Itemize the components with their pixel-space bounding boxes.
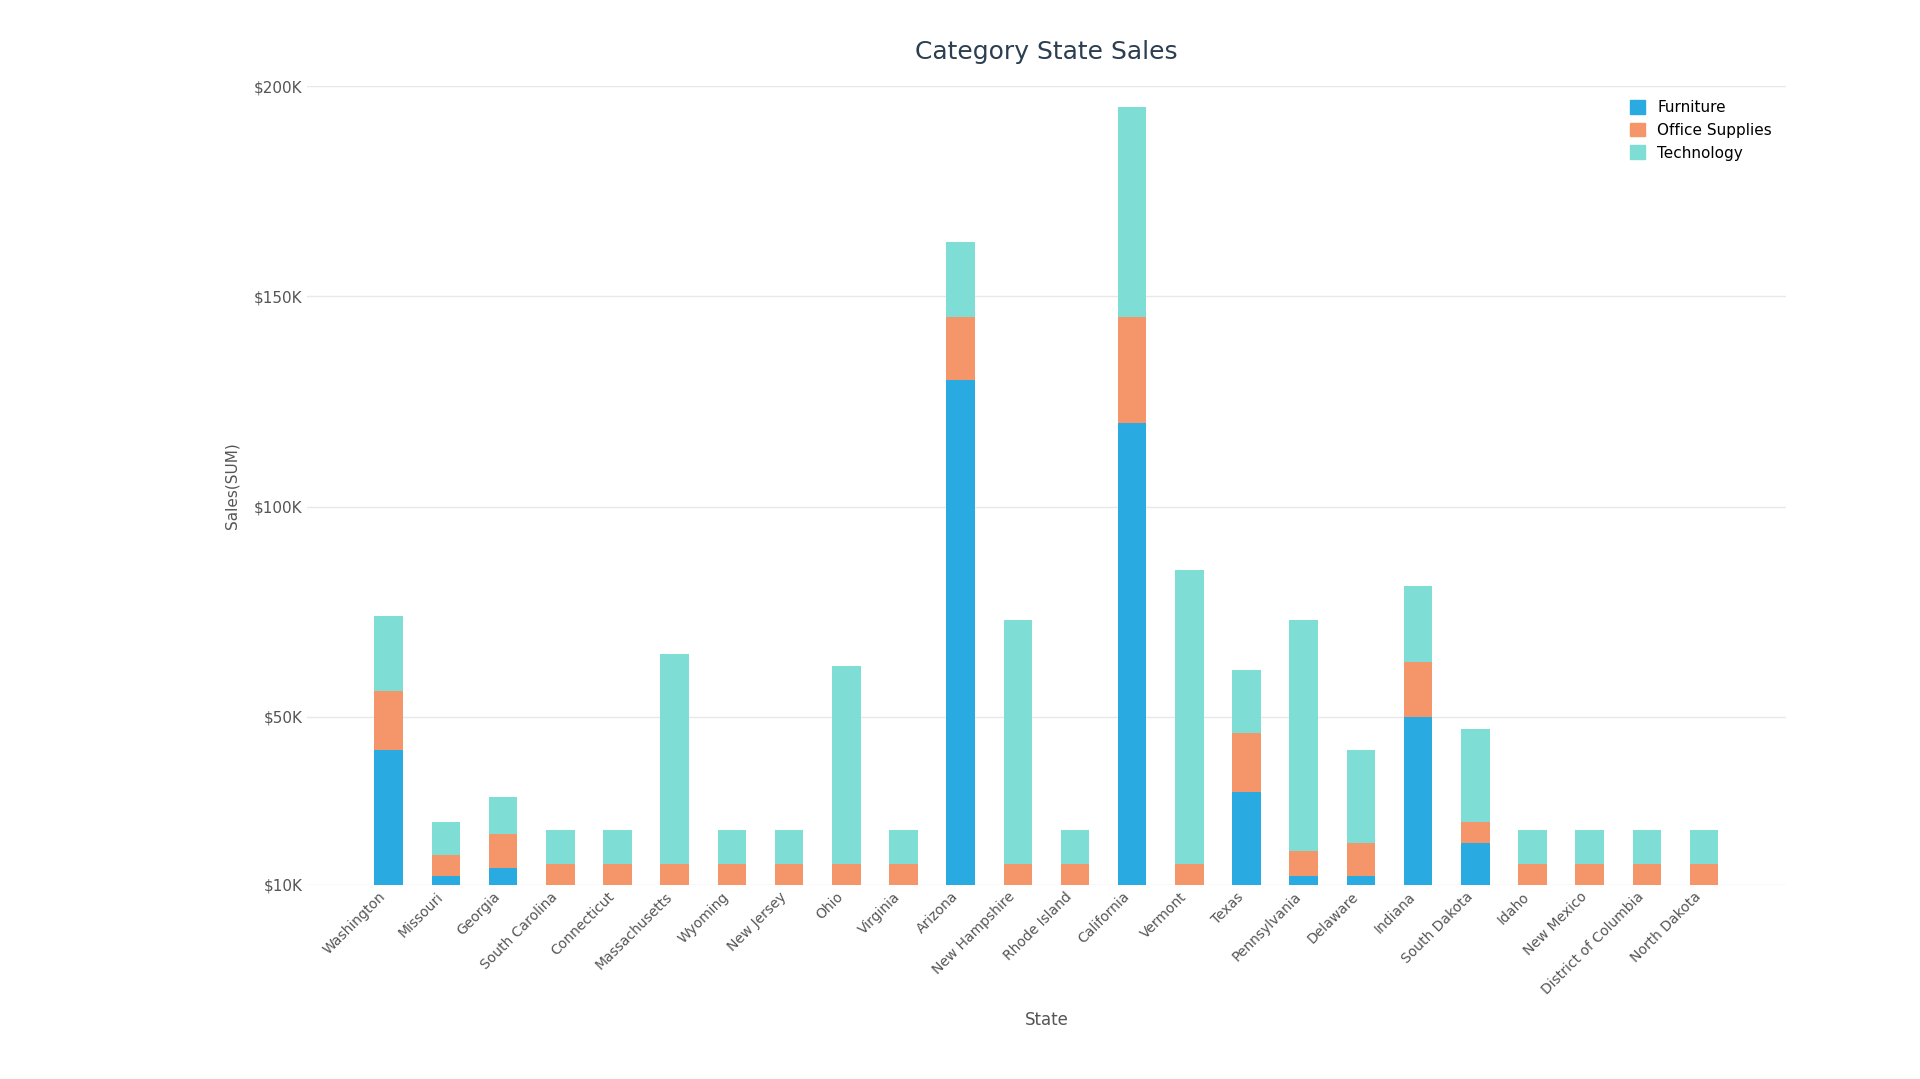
Bar bbox=[1117, 423, 1146, 927]
Bar bbox=[1576, 885, 1603, 927]
Bar bbox=[603, 864, 632, 885]
Bar bbox=[374, 616, 403, 692]
Bar bbox=[432, 822, 461, 856]
Bar bbox=[1461, 822, 1490, 843]
Bar bbox=[660, 885, 689, 927]
Bar bbox=[831, 864, 860, 885]
Bar bbox=[1175, 885, 1204, 927]
Bar bbox=[545, 864, 574, 885]
Bar bbox=[1461, 843, 1490, 927]
Bar bbox=[1632, 830, 1661, 864]
Bar bbox=[947, 242, 975, 317]
Bar bbox=[603, 885, 632, 927]
Bar bbox=[889, 864, 918, 885]
Bar bbox=[374, 692, 403, 750]
Bar bbox=[831, 885, 860, 927]
Bar bbox=[1519, 885, 1548, 927]
Y-axis label: Sales(SUM): Sales(SUM) bbox=[225, 442, 240, 529]
Bar bbox=[545, 830, 574, 864]
Bar bbox=[1404, 663, 1432, 716]
Bar bbox=[1576, 864, 1603, 885]
Bar bbox=[776, 885, 803, 927]
Bar bbox=[1004, 620, 1033, 864]
Bar bbox=[432, 856, 461, 876]
Bar bbox=[1404, 716, 1432, 927]
Bar bbox=[432, 876, 461, 927]
Bar bbox=[1060, 864, 1089, 885]
Bar bbox=[1576, 830, 1603, 864]
Bar bbox=[490, 834, 516, 868]
Bar bbox=[1175, 570, 1204, 864]
Bar bbox=[1060, 885, 1089, 927]
Bar bbox=[1690, 885, 1718, 927]
Bar bbox=[545, 885, 574, 927]
Bar bbox=[1233, 670, 1261, 734]
Bar bbox=[1519, 830, 1548, 864]
Bar bbox=[660, 864, 689, 885]
Bar bbox=[1290, 620, 1317, 851]
Bar bbox=[1233, 792, 1261, 927]
Bar bbox=[718, 885, 747, 927]
Bar bbox=[603, 830, 632, 864]
Bar bbox=[490, 796, 516, 834]
Bar bbox=[1117, 317, 1146, 423]
Bar bbox=[718, 864, 747, 885]
Bar bbox=[776, 830, 803, 864]
Bar bbox=[776, 864, 803, 885]
Bar bbox=[1117, 107, 1146, 317]
Bar bbox=[1175, 864, 1204, 885]
Bar bbox=[1632, 885, 1661, 927]
Bar bbox=[1690, 864, 1718, 885]
Bar bbox=[1060, 830, 1089, 864]
Bar bbox=[1004, 864, 1033, 885]
Bar bbox=[1404, 586, 1432, 663]
Bar bbox=[374, 750, 403, 927]
Bar bbox=[889, 830, 918, 864]
Bar bbox=[1290, 851, 1317, 876]
Bar bbox=[490, 868, 516, 927]
Legend: Furniture, Office Supplies, Technology: Furniture, Office Supplies, Technology bbox=[1624, 94, 1778, 166]
Bar bbox=[1233, 734, 1261, 792]
Bar bbox=[1004, 885, 1033, 927]
Title: Category State Sales: Category State Sales bbox=[916, 40, 1177, 64]
X-axis label: State: State bbox=[1025, 1011, 1068, 1029]
Bar bbox=[1461, 729, 1490, 822]
Bar bbox=[660, 654, 689, 864]
Bar bbox=[718, 830, 747, 864]
Bar bbox=[947, 317, 975, 381]
Bar bbox=[1519, 864, 1548, 885]
Bar bbox=[1346, 876, 1375, 927]
Bar bbox=[1346, 750, 1375, 843]
Bar bbox=[1690, 830, 1718, 864]
Bar bbox=[1632, 864, 1661, 885]
Bar bbox=[947, 381, 975, 927]
Bar bbox=[831, 666, 860, 864]
Bar bbox=[1346, 843, 1375, 876]
Bar bbox=[889, 885, 918, 927]
Bar bbox=[1290, 876, 1317, 927]
